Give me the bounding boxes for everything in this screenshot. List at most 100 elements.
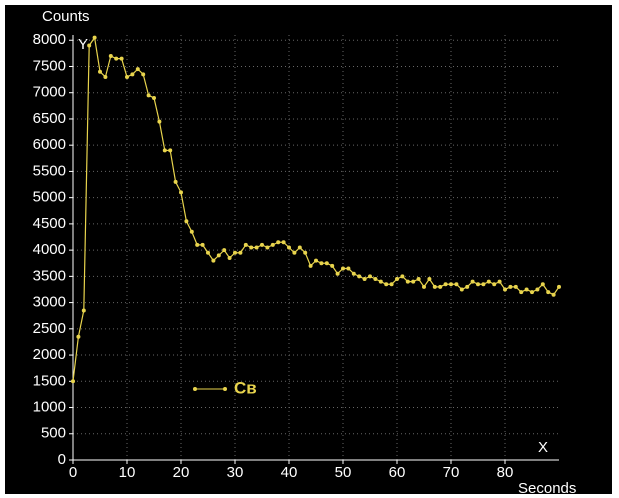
data-point <box>530 290 534 295</box>
data-point <box>395 276 399 281</box>
data-point <box>476 282 480 287</box>
x-tick-label: 80 <box>497 464 514 481</box>
y-tick-label: 5000 <box>33 189 66 206</box>
data-point <box>103 74 108 79</box>
y-tick-label: 500 <box>41 425 66 442</box>
y-tick-label: 7000 <box>33 84 66 101</box>
y-tick-label: 2500 <box>33 320 66 337</box>
y-tick-label: 4500 <box>33 215 66 232</box>
data-point <box>141 72 146 77</box>
data-point <box>270 242 275 247</box>
data-point <box>76 334 81 339</box>
data-point <box>222 248 227 253</box>
data-point <box>422 284 426 289</box>
data-point <box>265 245 270 250</box>
data-point <box>335 271 340 276</box>
data-point <box>470 279 475 284</box>
data-point <box>184 219 189 224</box>
data-point <box>81 308 86 313</box>
data-point <box>459 287 464 292</box>
data-point <box>168 148 173 153</box>
data-point <box>249 245 254 250</box>
y-tick-label: 3000 <box>33 294 66 311</box>
legend-dot <box>223 387 227 391</box>
data-point <box>481 282 486 287</box>
data-point <box>216 253 221 258</box>
data-point <box>546 290 551 295</box>
y-tick-label: 6500 <box>33 110 66 127</box>
data-point <box>384 282 389 287</box>
y-label: Counts <box>42 8 90 25</box>
data-point <box>200 242 205 247</box>
data-point <box>254 245 259 250</box>
data-point <box>211 258 216 263</box>
x-tick-label: 40 <box>281 464 298 481</box>
data-point <box>405 279 410 284</box>
x-tick-label: 50 <box>335 464 352 481</box>
data-point <box>535 287 540 292</box>
data-point <box>449 282 453 287</box>
data-point <box>411 279 416 284</box>
data-point <box>92 35 97 40</box>
y-tick-label: 2000 <box>33 346 66 363</box>
data-point <box>508 284 513 289</box>
data-point <box>486 279 491 284</box>
data-point <box>416 276 421 281</box>
x-tick-label: 0 <box>69 464 77 481</box>
data-point <box>173 179 178 184</box>
data-point <box>287 245 291 250</box>
data-point <box>492 282 497 287</box>
data-point <box>330 263 335 268</box>
y-tick-label: 0 <box>58 451 66 468</box>
data-point <box>308 263 313 268</box>
data-point <box>135 67 140 72</box>
data-point <box>497 279 502 284</box>
data-point <box>233 250 237 255</box>
data-point <box>341 266 345 271</box>
y-axis-name: Y <box>78 36 88 53</box>
data-point <box>519 290 524 295</box>
data-point <box>362 276 367 281</box>
data-point <box>303 250 308 255</box>
data-point <box>243 242 248 247</box>
data-point <box>119 56 124 61</box>
data-point <box>357 274 362 279</box>
y-tick-label: 1500 <box>33 372 66 389</box>
background <box>5 5 612 494</box>
data-point <box>98 69 102 74</box>
data-point <box>427 276 432 281</box>
data-point <box>465 284 470 289</box>
data-point <box>87 43 92 48</box>
data-point <box>540 282 545 287</box>
data-point <box>227 255 232 260</box>
data-point <box>260 242 264 247</box>
y-tick-label: 8000 <box>33 31 66 48</box>
data-point <box>346 266 351 271</box>
x-tick-label: 60 <box>389 464 406 481</box>
data-point <box>454 282 459 287</box>
data-point <box>557 284 561 289</box>
data-point <box>438 284 443 289</box>
y-tick-label: 7500 <box>33 57 66 74</box>
data-point <box>238 250 243 255</box>
data-point <box>108 53 113 58</box>
x-tick-label: 70 <box>443 464 460 481</box>
data-point <box>125 74 129 79</box>
data-point <box>378 279 383 284</box>
x-tick-label: 20 <box>173 464 190 481</box>
legend-label: Cв <box>234 378 257 397</box>
x-tick-label: 10 <box>119 464 136 481</box>
data-point <box>292 250 297 255</box>
data-point <box>189 229 194 234</box>
data-point <box>368 274 372 279</box>
x-tick-label: 30 <box>227 464 244 481</box>
data-point <box>524 287 529 292</box>
data-point <box>162 148 167 153</box>
data-point <box>276 240 281 245</box>
y-tick-label: 3500 <box>33 267 66 284</box>
y-tick-label: 5500 <box>33 162 66 179</box>
data-point <box>146 93 151 98</box>
y-tick-label: 6000 <box>33 136 66 153</box>
data-point <box>152 95 156 100</box>
